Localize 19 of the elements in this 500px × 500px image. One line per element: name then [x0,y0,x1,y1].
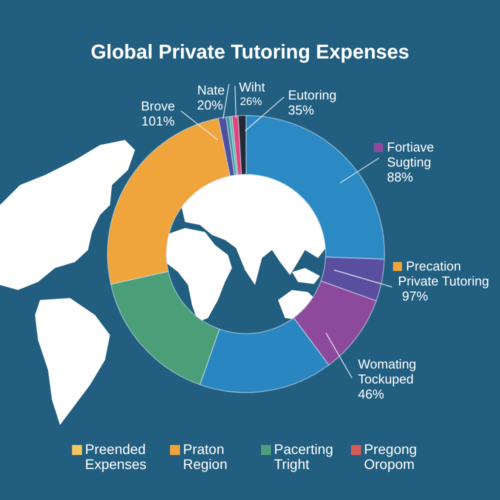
text: 88% [387,170,414,185]
slice-label: Wiht [239,80,266,95]
slice-label: Eutoring [288,88,336,103]
text: 46% [358,386,384,402]
text: 20% [196,98,224,113]
slice-label: Brove [141,98,175,114]
category-label: Pregong Oropom [364,441,417,472]
text: 101% [141,114,176,129]
chart-title: Global Private Tutoring Expenses [90,42,410,64]
category-label: Praton Region [183,441,228,472]
slice-label: Nate [197,82,225,98]
category-label: Pacerting Tright [274,441,334,472]
slice-label: Womating Tockuped [358,356,416,387]
slice-label: Fortiave Sugting [387,140,434,170]
category-label: Preended Expenses [85,441,146,472]
slice-label: Precation Private Tutoring [398,258,490,289]
text: 97% [402,288,428,304]
text: 35% [288,102,314,118]
text: 26% [240,96,262,108]
